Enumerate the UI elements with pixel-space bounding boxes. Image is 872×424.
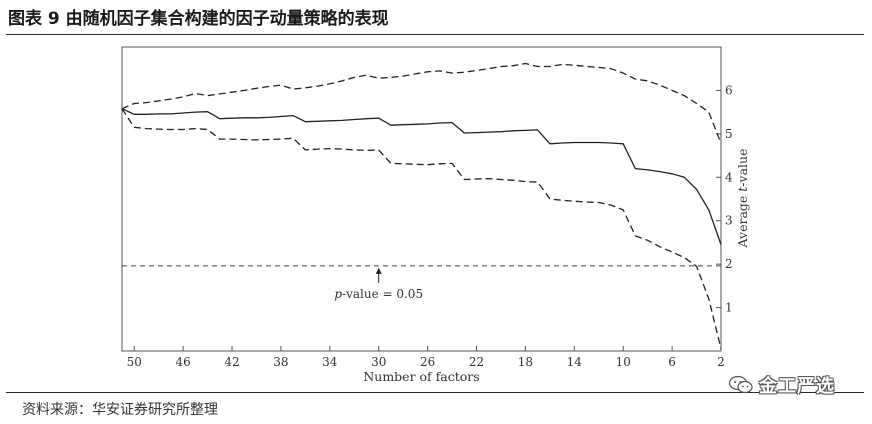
x-tick-label: 6 bbox=[668, 355, 676, 369]
x-tick-label: 10 bbox=[616, 355, 631, 369]
top-rule bbox=[6, 34, 864, 35]
y-tick-label: 6 bbox=[725, 83, 733, 97]
y-tick-label: 1 bbox=[725, 301, 733, 315]
y-axis-title: Average t-value bbox=[735, 149, 750, 249]
y-tick-label: 3 bbox=[725, 214, 733, 228]
watermark: 金工严选 bbox=[728, 372, 835, 398]
x-axis-ticks: 50 46 42 38 34 30 26 22 18 14 10 6 2 bbox=[127, 346, 725, 369]
series-line-average bbox=[121, 108, 722, 245]
watermark-text: 金工严选 bbox=[759, 376, 835, 397]
y-tick-label: 2 bbox=[725, 257, 733, 271]
x-tick-label: 22 bbox=[469, 355, 484, 369]
series-line-lower-bound bbox=[121, 108, 722, 349]
y-tick-label: 5 bbox=[725, 127, 733, 141]
bottom-rule bbox=[6, 392, 864, 393]
series-layer bbox=[121, 62, 722, 349]
reference-label-rest: -value = 0.05 bbox=[342, 287, 423, 301]
plot-frame bbox=[121, 46, 722, 352]
x-axis-title: Number of factors bbox=[363, 369, 479, 384]
reference-label: p-value = 0.05 bbox=[334, 287, 423, 301]
x-tick-label: 42 bbox=[224, 355, 239, 369]
y-axis-title-prefix: Average bbox=[735, 192, 750, 249]
x-tick-label: 2 bbox=[717, 355, 725, 369]
y-axis-title-t: t bbox=[735, 186, 750, 192]
x-tick-label: 34 bbox=[322, 355, 338, 369]
x-tick-label: 18 bbox=[518, 355, 533, 369]
y-axis-title-suffix: -value bbox=[735, 149, 750, 187]
source-note: 资料来源：华安证券研究所整理 bbox=[22, 402, 218, 418]
reference-arrow bbox=[375, 267, 382, 283]
x-tick-label: 46 bbox=[175, 355, 190, 369]
x-tick-label: 30 bbox=[371, 355, 386, 369]
x-tick-label: 50 bbox=[127, 355, 142, 369]
x-tick-label: 26 bbox=[420, 355, 435, 369]
y-tick-label: 4 bbox=[725, 170, 733, 184]
x-tick-label: 38 bbox=[273, 355, 288, 369]
page-title: 图表 9 由随机因子集合构建的因子动量策略的表现 bbox=[8, 9, 389, 29]
reference-label-p: p bbox=[334, 287, 342, 301]
y-axis-ticks: 1 2 3 4 5 6 bbox=[716, 83, 733, 315]
wechat-icon bbox=[728, 375, 753, 394]
series-line-upper-bound bbox=[121, 62, 722, 144]
x-tick-label: 14 bbox=[567, 355, 583, 369]
